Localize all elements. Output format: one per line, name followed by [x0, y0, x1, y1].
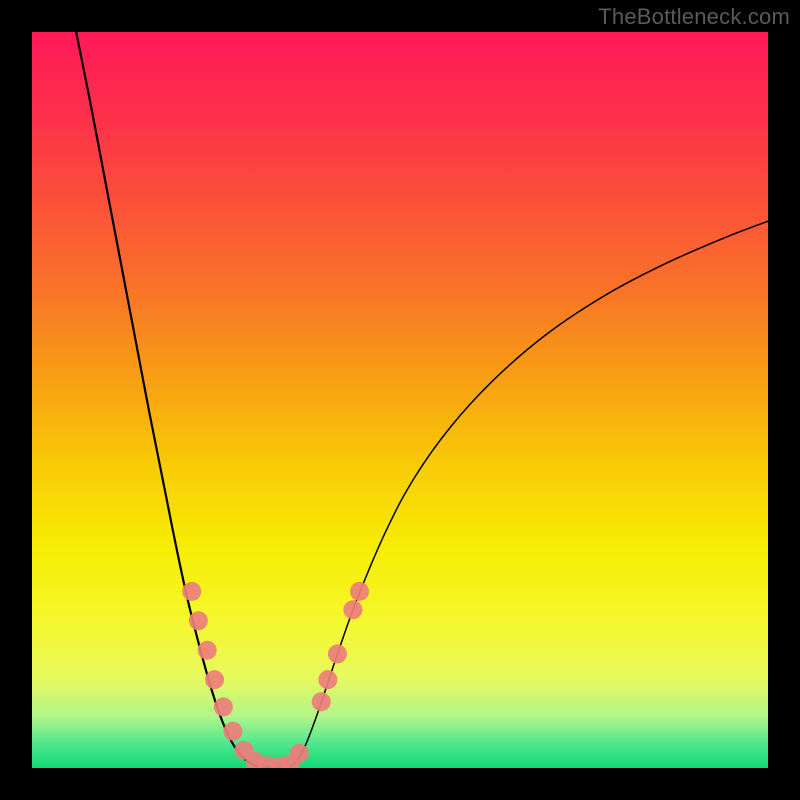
data-point [290, 744, 309, 763]
data-point [312, 692, 331, 711]
data-point [318, 670, 337, 689]
plot-bg [32, 32, 768, 768]
data-point [328, 644, 347, 663]
data-point [198, 641, 217, 660]
data-point [350, 582, 369, 601]
watermark-text: TheBottleneck.com [598, 4, 790, 30]
data-point [205, 670, 224, 689]
data-point [182, 582, 201, 601]
data-point [214, 697, 233, 716]
data-point [223, 722, 242, 741]
chart-svg [0, 0, 800, 800]
canvas-wrap: TheBottleneck.com [0, 0, 800, 800]
data-point [189, 611, 208, 630]
data-point [343, 600, 362, 619]
